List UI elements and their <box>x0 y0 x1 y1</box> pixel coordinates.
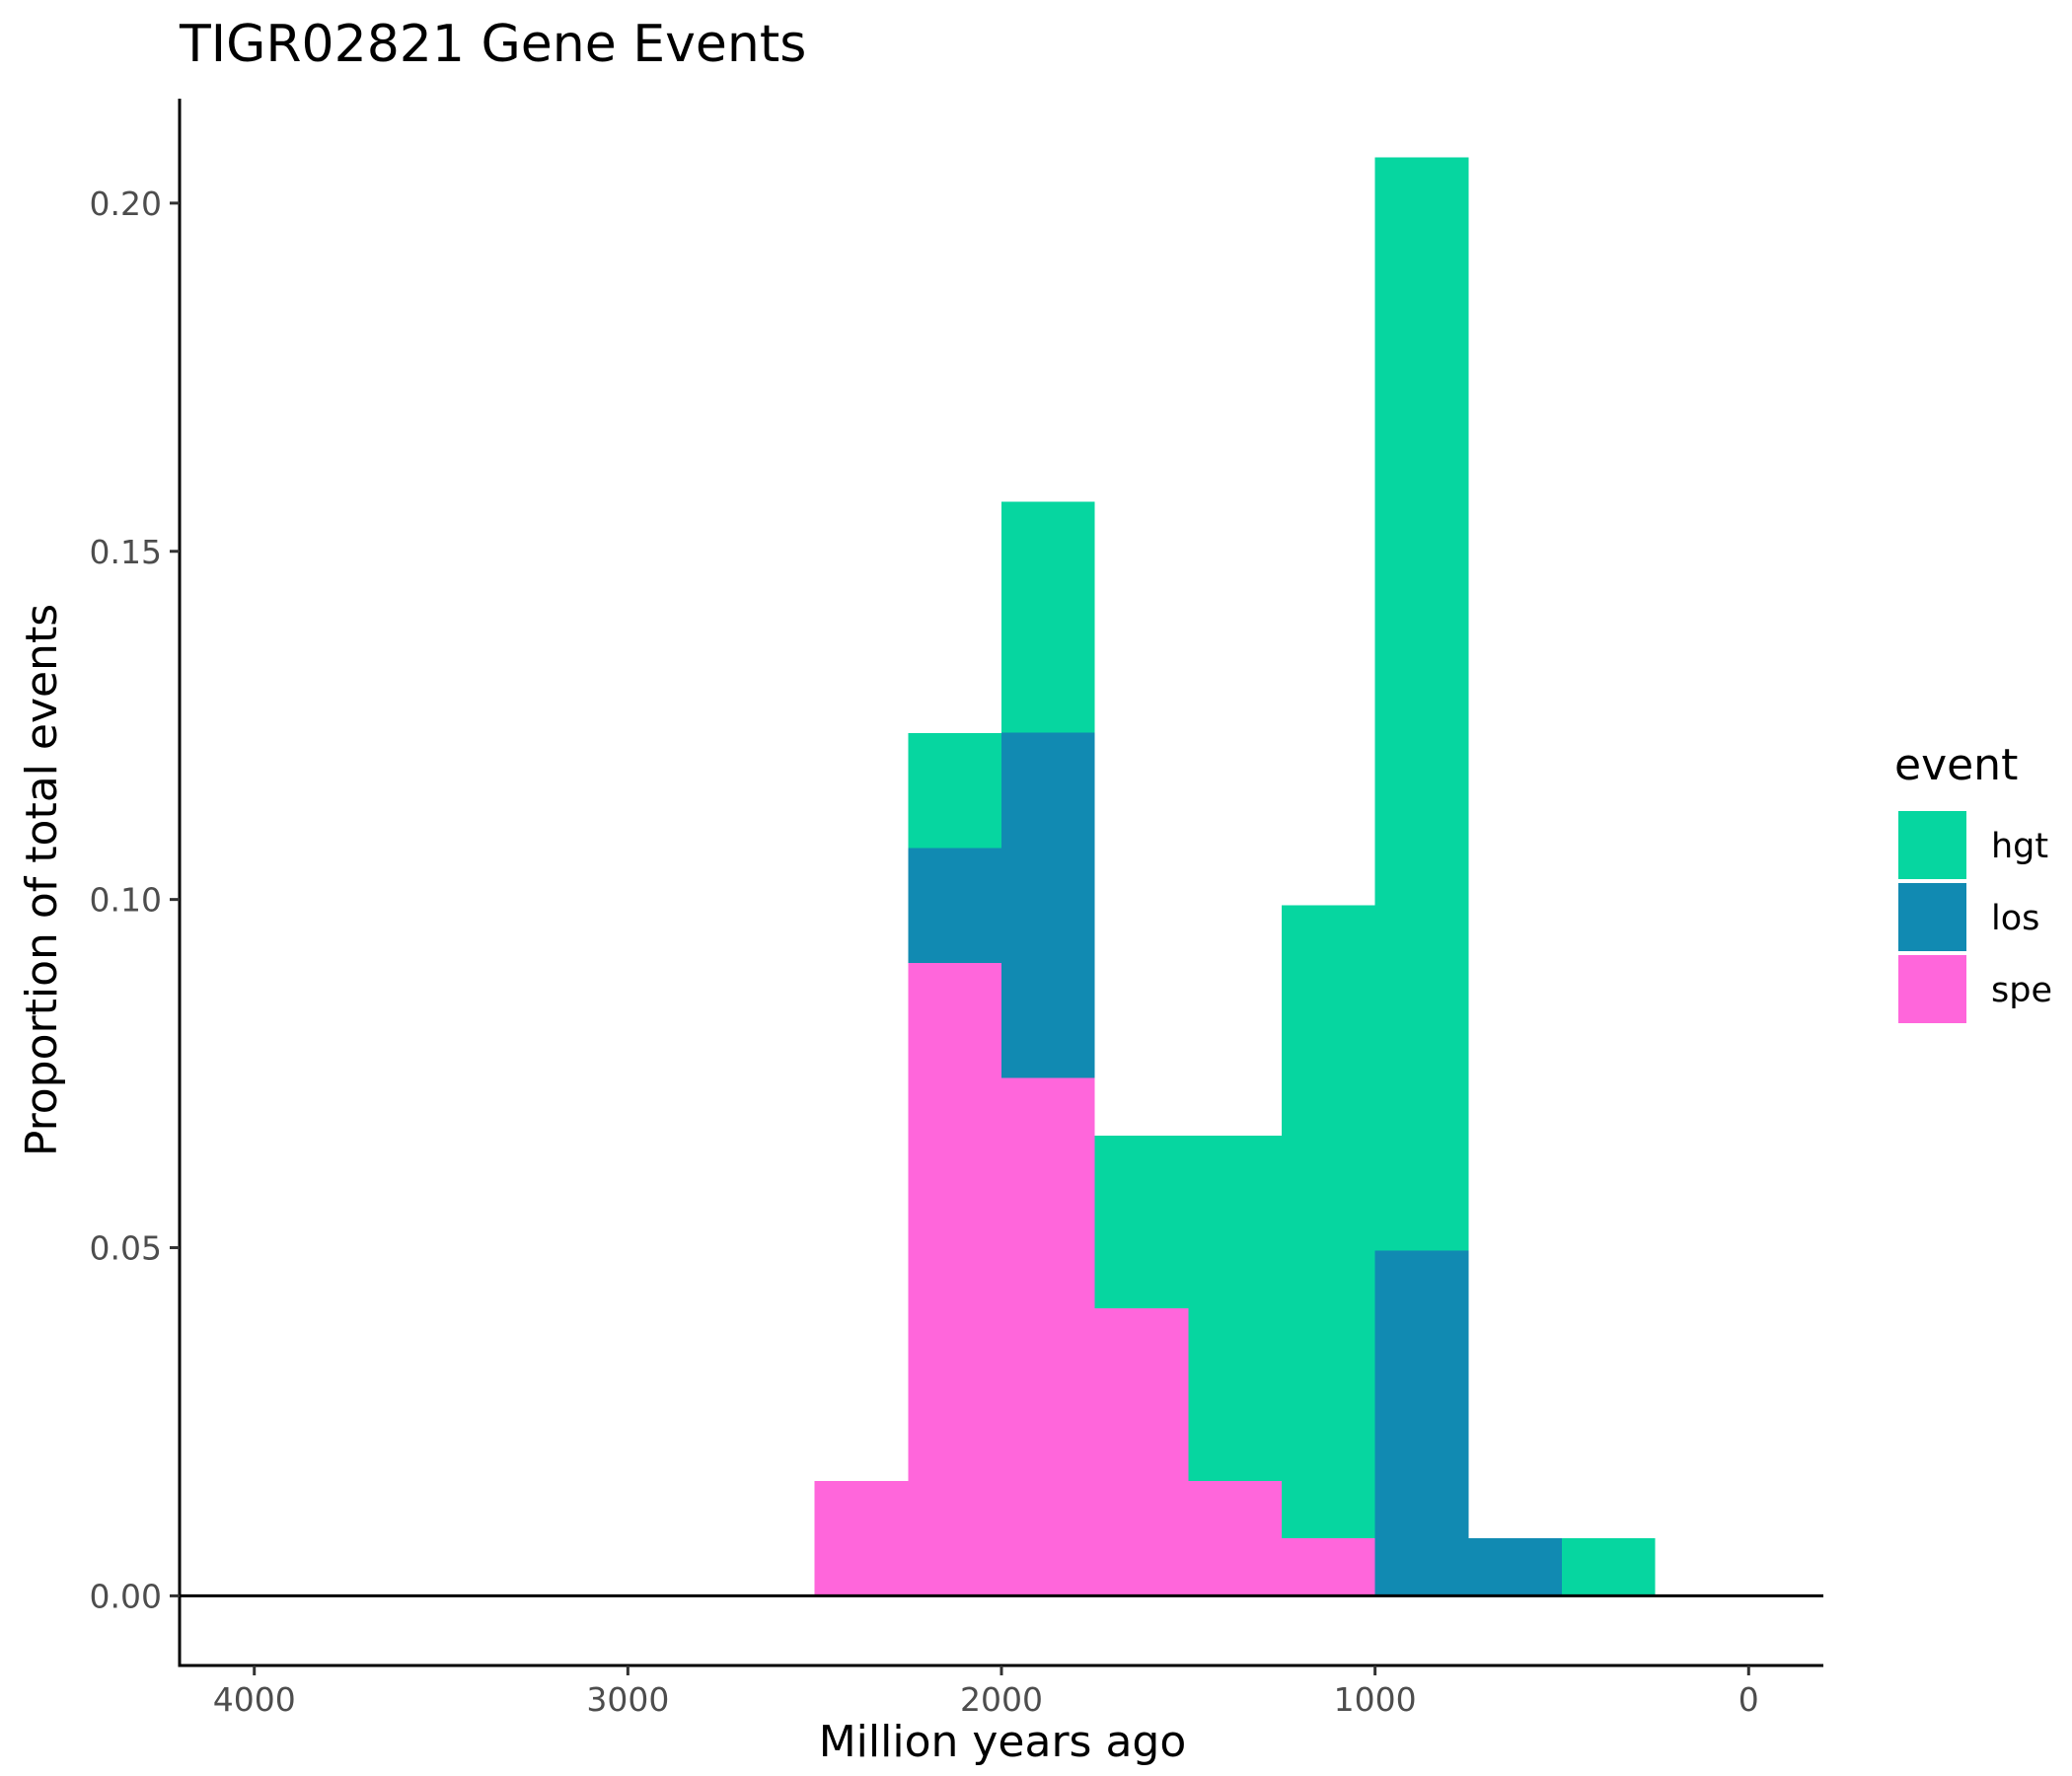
bar-los-1875 <box>1001 732 1095 1078</box>
x-tick-label: 1000 <box>1334 1680 1417 1719</box>
bar-los-875 <box>1374 1250 1469 1596</box>
y-tick-label: 0.10 <box>90 881 162 920</box>
y-tick-label: 0.00 <box>90 1577 162 1615</box>
legend-key-spe <box>1898 955 1966 1023</box>
legend-label-los: los <box>1991 899 2039 938</box>
y-axis-ticks: 0.00 0.05 0.10 0.15 0.20 <box>90 185 180 1615</box>
bar-hgt-1875 <box>1001 501 1095 733</box>
legend: event hgt los spe <box>1894 740 2052 1023</box>
bar-hgt-1625 <box>1094 1135 1189 1308</box>
legend-title: event <box>1894 740 2018 790</box>
legend-key-los <box>1898 883 1966 951</box>
chart-title: TIGR02821 Gene Events <box>179 15 806 74</box>
x-tick-label: 2000 <box>960 1680 1043 1719</box>
bar-spe-1125 <box>1281 1537 1375 1596</box>
plot-area <box>814 157 1656 1596</box>
x-tick-label: 0 <box>1739 1680 1759 1719</box>
legend-key-hgt <box>1898 811 1966 879</box>
bar-hgt-1125 <box>1281 905 1375 1538</box>
bar-spe-1625 <box>1094 1307 1189 1596</box>
y-axis-title: Proportion of total events <box>17 604 67 1156</box>
bar-hgt-375 <box>1561 1537 1656 1596</box>
bar-los-2125 <box>908 848 1001 963</box>
x-tick-label: 4000 <box>213 1680 296 1719</box>
bar-spe-2375 <box>814 1480 909 1596</box>
bar-hgt-1375 <box>1188 1135 1282 1481</box>
x-tick-label: 3000 <box>586 1680 669 1719</box>
y-tick-label: 0.20 <box>90 185 162 223</box>
legend-label-spe: spe <box>1991 971 2052 1010</box>
y-tick-label: 0.15 <box>90 533 162 571</box>
bar-hgt-875 <box>1374 157 1469 1251</box>
bar-spe-2125 <box>908 962 1001 1596</box>
legend-label-hgt: hgt <box>1991 827 2048 866</box>
x-axis-title: Million years ago <box>819 1717 1187 1767</box>
bar-hgt-2125 <box>908 732 1001 849</box>
bar-los-625 <box>1468 1537 1562 1596</box>
bar-spe-1375 <box>1188 1480 1282 1596</box>
x-axis-ticks: 4000 3000 2000 1000 0 <box>213 1665 1759 1719</box>
y-tick-label: 0.05 <box>90 1229 162 1268</box>
bar-spe-1875 <box>1001 1077 1095 1596</box>
